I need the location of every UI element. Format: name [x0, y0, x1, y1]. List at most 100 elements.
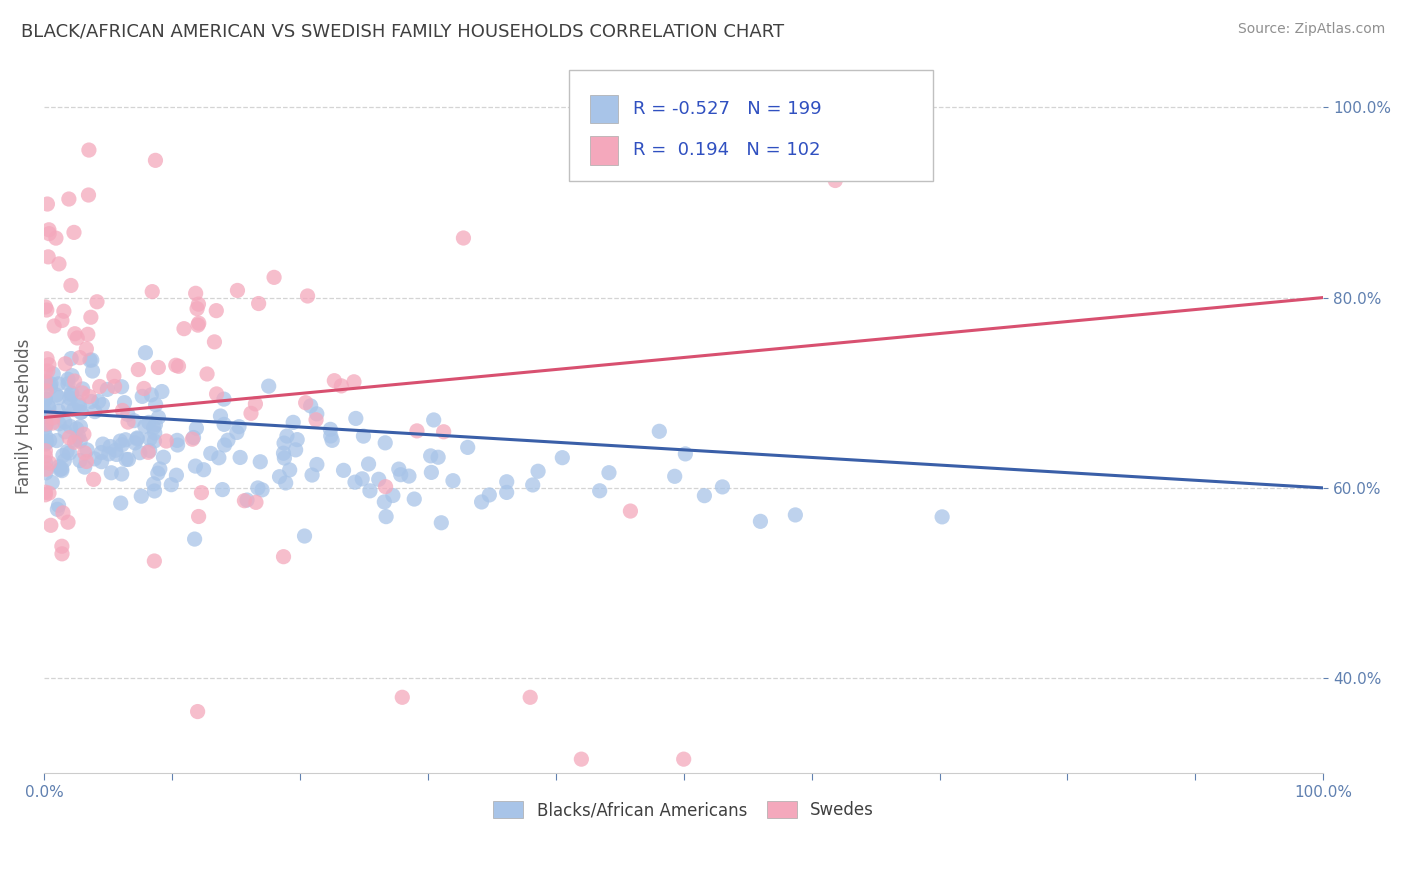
- Point: [42, 367, 65, 381]
- Point: [343, 375, 366, 389]
- Point: [77, 389, 100, 403]
- Point: [69, 419, 91, 434]
- Point: [138, 443, 160, 458]
- Point: [495, 475, 517, 489]
- Point: [52, 506, 75, 520]
- Point: [187, 318, 209, 332]
- Point: [37, 364, 59, 378]
- Point: [44, 318, 66, 333]
- Point: [34, 449, 56, 463]
- Point: [75, 342, 97, 356]
- Point: [693, 489, 716, 503]
- Point: [211, 483, 233, 497]
- Point: [127, 431, 149, 445]
- Point: [48, 417, 70, 431]
- Point: [38, 223, 60, 237]
- Point: [38, 358, 60, 372]
- Point: [83, 404, 105, 418]
- Point: [45, 388, 67, 402]
- Point: [60, 351, 83, 366]
- Point: [141, 285, 163, 299]
- Point: [48, 459, 70, 474]
- Point: [209, 409, 232, 423]
- Point: [53, 425, 76, 439]
- Point: [69, 351, 91, 365]
- Point: [59, 391, 82, 405]
- Point: [59, 446, 82, 460]
- Point: [146, 467, 169, 481]
- Point: [110, 434, 132, 448]
- FancyBboxPatch shape: [591, 136, 619, 164]
- Point: [143, 425, 166, 440]
- Point: [453, 231, 475, 245]
- Point: [569, 752, 592, 766]
- Point: [37, 250, 59, 264]
- Point: [35, 466, 58, 480]
- Point: [56, 515, 79, 529]
- Point: [522, 478, 544, 492]
- Point: [284, 442, 307, 457]
- Point: [45, 231, 67, 245]
- Point: [90, 455, 112, 469]
- Point: [226, 284, 249, 298]
- Point: [246, 481, 269, 495]
- Point: [80, 394, 103, 409]
- Point: [276, 429, 298, 443]
- Point: [69, 399, 91, 413]
- Point: [69, 434, 91, 448]
- Point: [367, 472, 389, 486]
- Point: [165, 468, 187, 483]
- Point: [52, 449, 75, 463]
- Point: [598, 466, 620, 480]
- Point: [187, 316, 209, 330]
- Point: [35, 462, 58, 476]
- Point: [48, 404, 70, 418]
- Point: [38, 486, 60, 500]
- Point: [38, 434, 60, 448]
- Point: [124, 436, 146, 450]
- Point: [589, 483, 612, 498]
- Point: [70, 405, 93, 419]
- Point: [91, 437, 114, 451]
- Point: [67, 429, 90, 443]
- Point: [73, 460, 96, 475]
- FancyBboxPatch shape: [568, 70, 934, 181]
- Point: [105, 447, 128, 461]
- Point: [245, 397, 267, 411]
- Text: BLACK/AFRICAN AMERICAN VS SWEDISH FAMILY HOUSEHOLDS CORRELATION CHART: BLACK/AFRICAN AMERICAN VS SWEDISH FAMILY…: [21, 22, 785, 40]
- Point: [131, 389, 153, 403]
- Point: [69, 405, 91, 419]
- Point: [142, 420, 165, 434]
- Point: [160, 477, 183, 491]
- Point: [263, 270, 285, 285]
- Point: [299, 399, 322, 413]
- Point: [195, 367, 218, 381]
- Point: [495, 485, 517, 500]
- Legend: Blacks/African Americans, Swedes: Blacks/African Americans, Swedes: [486, 794, 880, 826]
- Point: [52, 304, 75, 318]
- Point: [111, 467, 134, 481]
- Point: [134, 419, 156, 434]
- Point: [273, 450, 295, 465]
- Point: [141, 388, 163, 402]
- Point: [145, 417, 167, 432]
- Point: [56, 372, 79, 386]
- Point: [381, 489, 404, 503]
- Point: [114, 433, 136, 447]
- Point: [785, 508, 807, 522]
- Point: [749, 514, 772, 528]
- Point: [166, 438, 188, 452]
- Point: [321, 434, 343, 448]
- Point: [63, 226, 86, 240]
- Point: [212, 392, 235, 406]
- Point: [42, 410, 65, 425]
- Point: [34, 392, 56, 407]
- Point: [35, 417, 58, 432]
- Point: [103, 379, 125, 393]
- Point: [117, 452, 139, 467]
- Point: [34, 455, 56, 469]
- Point: [228, 419, 250, 434]
- Point: [186, 421, 208, 435]
- Point: [38, 401, 60, 415]
- Point: [152, 450, 174, 465]
